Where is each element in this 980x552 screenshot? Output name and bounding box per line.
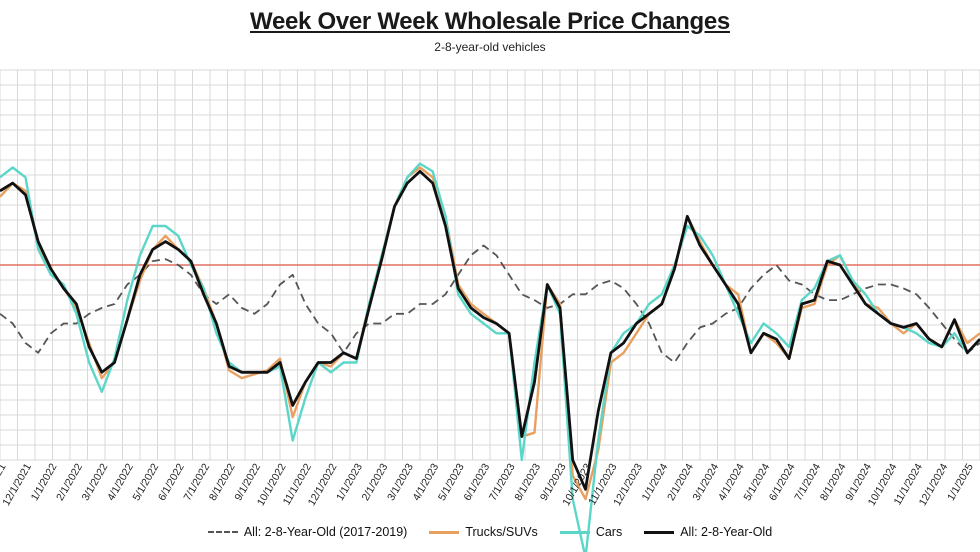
legend-swatch: [429, 530, 460, 534]
legend-swatch: [207, 531, 238, 533]
legend-item: All: 2-8-Year-Old: [644, 525, 772, 539]
legend-swatch: [644, 530, 675, 534]
chart-title: Week Over Week Wholesale Price Changes: [250, 8, 730, 35]
legend-swatch: [559, 530, 590, 534]
chart-subtitle: 2-8-year-old vehicles: [434, 40, 546, 54]
legend-item: All: 2-8-Year-Old (2017-2019): [207, 525, 408, 539]
legend-label: All: 2-8-Year-Old (2017-2019): [243, 525, 408, 539]
legend-label: Cars: [595, 525, 623, 539]
chart-legend: All: 2-8-Year-Old (2017-2019) Trucks/SUVs…: [0, 525, 980, 539]
legend-item: Trucks/SUVs: [429, 525, 538, 539]
legend-item: Cars: [559, 525, 623, 539]
legend-label: Trucks/SUVs: [465, 525, 538, 539]
series-line-2: [0, 162, 980, 552]
legend-label: All: 2-8-Year-Old: [680, 525, 773, 539]
series-line-3: [0, 169, 980, 491]
